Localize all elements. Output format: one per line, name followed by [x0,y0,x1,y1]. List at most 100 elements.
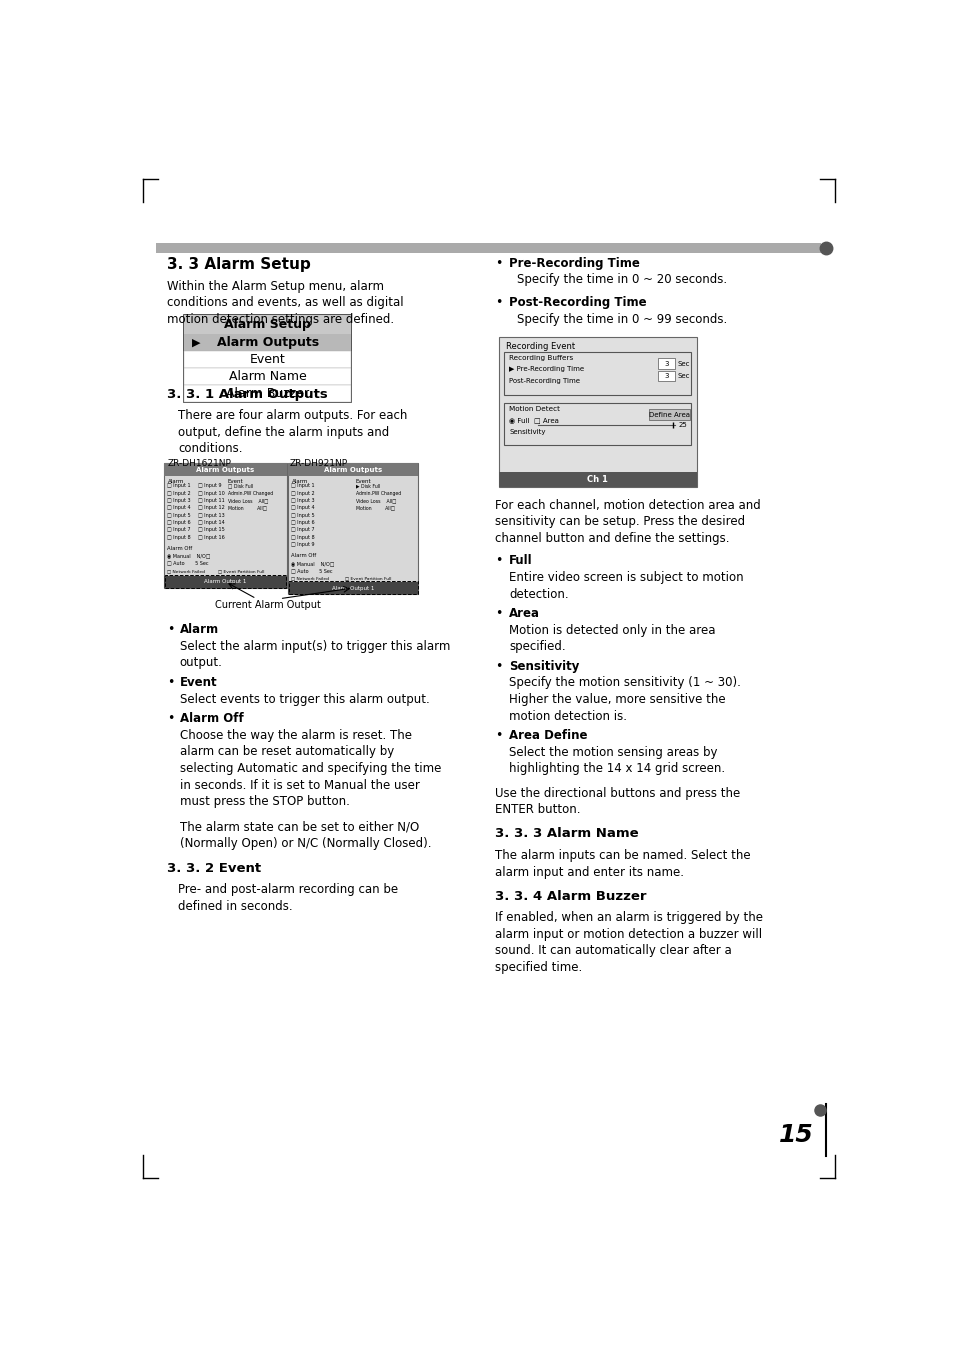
Text: □ Input 14: □ Input 14 [198,520,225,526]
Text: Motion is detected only in the area: Motion is detected only in the area [509,624,715,636]
Text: Sensitivity: Sensitivity [509,430,545,435]
Text: Full: Full [509,554,532,567]
Text: Area Define: Area Define [509,730,587,742]
FancyBboxPatch shape [658,370,674,381]
Text: Select events to trigger this alarm output.: Select events to trigger this alarm outp… [179,693,429,705]
Text: □ Input 13: □ Input 13 [198,512,225,517]
Text: For each channel, motion detection area and: For each channel, motion detection area … [495,499,760,512]
Text: alarm can be reset automatically by: alarm can be reset automatically by [179,746,394,758]
Text: Recording Event: Recording Event [505,342,575,351]
Text: Sec: Sec [677,361,689,366]
Text: Recording Buffers: Recording Buffers [509,355,573,361]
Text: □ Input 5: □ Input 5 [291,512,314,517]
Text: Alarm Off: Alarm Off [291,554,316,558]
Text: Area: Area [509,607,539,620]
Text: Sec: Sec [677,373,689,380]
Text: Within the Alarm Setup menu, alarm: Within the Alarm Setup menu, alarm [167,280,384,293]
Text: conditions.: conditions. [178,442,242,455]
Text: Event: Event [228,480,243,484]
Text: Sensitivity: Sensitivity [509,659,578,673]
Text: □ Input 4: □ Input 4 [291,505,314,511]
Text: Video Loss    All□: Video Loss All□ [355,499,396,503]
Text: specified time.: specified time. [495,961,581,974]
Text: □ Input 9: □ Input 9 [198,484,222,489]
Text: Pre-Recording Time: Pre-Recording Time [509,257,639,270]
Text: □ Input 7: □ Input 7 [167,527,191,532]
FancyBboxPatch shape [184,315,351,401]
Text: Event: Event [355,480,371,484]
Text: defined in seconds.: defined in seconds. [178,900,293,913]
FancyBboxPatch shape [288,463,418,594]
Text: Alarm Name: Alarm Name [229,370,306,382]
Text: selecting Automatic and specifying the time: selecting Automatic and specifying the t… [179,762,440,775]
Text: ◉ Manual    N/O□: ◉ Manual N/O□ [291,561,335,566]
Text: alarm input and enter its name.: alarm input and enter its name. [495,866,683,878]
Text: Entire video screen is subject to motion: Entire video screen is subject to motion [509,571,743,584]
Text: motion detection settings are defined.: motion detection settings are defined. [167,313,394,326]
Text: Ch 1: Ch 1 [587,476,608,484]
Text: Alarm Off: Alarm Off [167,546,193,551]
Text: □ Input 9: □ Input 9 [291,542,314,547]
FancyBboxPatch shape [658,358,674,369]
Text: •: • [495,607,502,620]
Text: Alarm: Alarm [292,480,308,484]
Text: □ Input 16: □ Input 16 [198,535,225,539]
Text: •: • [167,712,174,725]
Text: □ Input 3: □ Input 3 [291,499,314,503]
Text: □ Input 12: □ Input 12 [198,505,225,511]
Text: ZR-DH1621NP: ZR-DH1621NP [167,459,231,469]
Text: 15: 15 [779,1123,813,1147]
Text: □ Input 15: □ Input 15 [198,527,225,532]
Text: Specify the time in 0 ~ 20 seconds.: Specify the time in 0 ~ 20 seconds. [517,273,726,286]
Text: □ Input 8: □ Input 8 [291,535,314,539]
Text: channel button and define the settings.: channel button and define the settings. [495,532,729,544]
Text: sound. It can automatically clear after a: sound. It can automatically clear after … [495,944,731,958]
Text: □ Event Partition Full: □ Event Partition Full [345,577,392,581]
FancyBboxPatch shape [288,582,418,594]
Text: specified.: specified. [509,640,565,654]
FancyBboxPatch shape [184,385,351,401]
Text: The alarm inputs can be named. Select the: The alarm inputs can be named. Select th… [495,848,750,862]
Text: Video Loss    All□: Video Loss All□ [228,499,268,503]
Text: in seconds. If it is set to Manual the user: in seconds. If it is set to Manual the u… [179,778,419,792]
Text: ◉ Full  □ Area: ◉ Full □ Area [509,417,558,423]
Text: must press the STOP button.: must press the STOP button. [179,794,349,808]
Text: Alarm Outputs: Alarm Outputs [216,336,318,349]
FancyBboxPatch shape [288,463,418,476]
Text: Alarm Output 1: Alarm Output 1 [332,585,375,590]
FancyBboxPatch shape [164,463,286,476]
Text: □ Auto       5 Sec: □ Auto 5 Sec [291,567,333,573]
Text: Admin.PW Changed: Admin.PW Changed [228,490,273,496]
Text: ▶ Pre-Recording Time: ▶ Pre-Recording Time [509,366,583,372]
FancyBboxPatch shape [184,315,351,334]
Text: Event: Event [250,353,285,366]
FancyBboxPatch shape [498,336,696,488]
Text: output, define the alarm inputs and: output, define the alarm inputs and [178,426,389,439]
Text: alarm input or motion detection a buzzer will: alarm input or motion detection a buzzer… [495,928,761,940]
Text: Motion         All□: Motion All□ [355,505,395,511]
Text: □ Input 1: □ Input 1 [167,484,191,489]
Text: There are four alarm outputs. For each: There are four alarm outputs. For each [178,409,407,423]
Text: 3. 3 Alarm Setup: 3. 3 Alarm Setup [167,257,311,272]
Text: ZR-DH921NP: ZR-DH921NP [290,459,348,469]
Text: Event: Event [179,676,217,689]
Text: Alarm Outputs: Alarm Outputs [324,466,382,473]
Text: •: • [495,296,502,309]
Text: sensitivity can be setup. Press the desired: sensitivity can be setup. Press the desi… [495,515,744,528]
Text: 3. 3. 3 Alarm Name: 3. 3. 3 Alarm Name [495,827,639,840]
Text: □ Input 11: □ Input 11 [198,499,225,503]
Text: Post-Recording Time: Post-Recording Time [509,296,646,309]
Text: □ Input 5: □ Input 5 [167,512,191,517]
Text: □ Input 4: □ Input 4 [167,505,191,511]
Text: ▶ Disk Full: ▶ Disk Full [355,484,379,489]
Text: motion detection is.: motion detection is. [509,709,626,723]
Text: Alarm Outputs: Alarm Outputs [196,466,254,473]
FancyBboxPatch shape [648,409,689,420]
Text: •: • [495,554,502,567]
Text: Alarm Output 1: Alarm Output 1 [204,580,247,585]
Text: 3. 3. 4 Alarm Buzzer: 3. 3. 4 Alarm Buzzer [495,890,646,902]
Text: □ Input 3: □ Input 3 [167,499,191,503]
FancyBboxPatch shape [184,334,351,351]
Text: Specify the motion sensitivity (1 ~ 30).: Specify the motion sensitivity (1 ~ 30). [509,677,740,689]
Text: Define Area: Define Area [648,412,689,417]
